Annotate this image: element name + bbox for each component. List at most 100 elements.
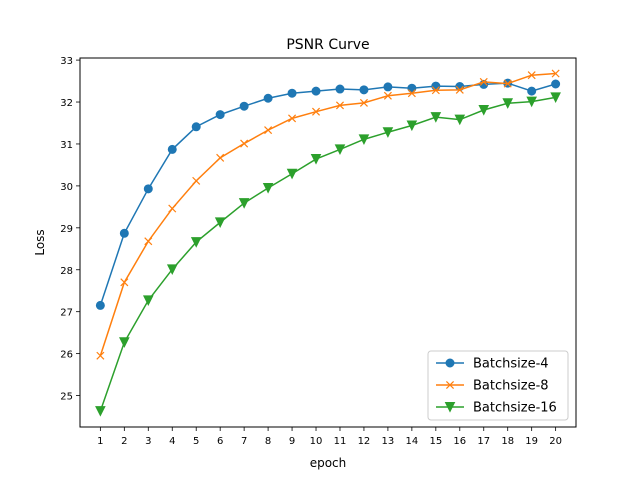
data-point xyxy=(407,83,417,93)
data-point xyxy=(119,228,129,238)
data-point xyxy=(191,122,201,132)
data-point xyxy=(215,110,225,120)
y-tick-label: 31 xyxy=(60,140,73,151)
data-point xyxy=(503,79,512,88)
data-point xyxy=(95,406,106,417)
series-2 xyxy=(96,69,560,360)
y-tick-label: 30 xyxy=(60,182,73,193)
plot-area xyxy=(95,69,561,417)
y-axis-label: Loss xyxy=(33,229,47,255)
data-point xyxy=(238,198,250,209)
data-point xyxy=(240,139,249,148)
data-point xyxy=(95,300,105,310)
x-tick-label: 15 xyxy=(429,436,442,447)
series-3 xyxy=(95,92,561,417)
y-tick-label: 25 xyxy=(60,392,73,403)
x-tick-label: 8 xyxy=(265,436,271,447)
data-point xyxy=(335,101,345,110)
x-tick-label: 19 xyxy=(525,436,538,447)
data-point xyxy=(310,154,322,165)
data-point xyxy=(454,114,466,126)
data-point xyxy=(455,85,464,94)
x-tick-label: 5 xyxy=(193,436,199,447)
x-tick-label: 16 xyxy=(453,436,466,447)
legend-entry: Batchsize-16 xyxy=(436,401,557,416)
data-point xyxy=(166,264,178,275)
data-point xyxy=(120,278,129,287)
data-point xyxy=(264,126,273,135)
data-point xyxy=(262,182,274,194)
axes-frame xyxy=(79,57,577,428)
data-point xyxy=(430,112,442,123)
legend-marker xyxy=(444,402,456,413)
data-point xyxy=(239,101,249,111)
y-tick-label: 27 xyxy=(60,308,73,319)
legend-label: Batchsize-16 xyxy=(473,401,557,416)
data-point xyxy=(551,69,560,78)
legend-box xyxy=(427,350,569,421)
data-point xyxy=(383,82,393,92)
x-tick-label: 2 xyxy=(121,436,127,447)
data-point xyxy=(216,153,225,162)
series-line-2 xyxy=(99,72,556,356)
data-point xyxy=(502,98,514,109)
data-point xyxy=(431,86,440,95)
data-point xyxy=(214,217,226,228)
x-tick-label: 1 xyxy=(97,436,103,447)
data-point xyxy=(286,168,298,180)
x-tick-label: 9 xyxy=(289,436,295,447)
x-tick-label: 20 xyxy=(549,436,562,447)
x-tick-label: 4 xyxy=(169,436,175,447)
x-tick-label: 3 xyxy=(145,436,151,447)
x-tick-label: 7 xyxy=(241,436,247,447)
x-axis-label: epoch xyxy=(310,456,347,470)
data-point xyxy=(479,77,488,86)
data-point xyxy=(382,127,394,138)
legend-entry: Batchsize-8 xyxy=(436,379,549,394)
data-point xyxy=(143,184,153,194)
data-point xyxy=(527,71,536,80)
legend: Batchsize-4 Batchsize-8 Batchsize-16 xyxy=(427,350,569,421)
data-point xyxy=(335,84,345,94)
y-tick-label: 33 xyxy=(60,56,73,67)
data-point xyxy=(551,79,561,89)
data-point xyxy=(406,120,418,132)
x-tick-label: 6 xyxy=(217,436,223,447)
data-point xyxy=(550,92,561,104)
y-tick-label: 29 xyxy=(60,224,73,235)
data-point xyxy=(96,351,105,360)
y-tick-label: 26 xyxy=(60,350,73,361)
x-tick-label: 11 xyxy=(334,436,347,447)
chart-title: PSNR Curve xyxy=(286,37,369,53)
data-point xyxy=(287,88,297,98)
y-tick-label: 28 xyxy=(60,266,73,277)
data-point xyxy=(478,104,490,116)
data-point xyxy=(383,91,392,100)
x-tick-label: 18 xyxy=(501,436,514,447)
data-point xyxy=(119,337,130,348)
data-point xyxy=(190,237,202,248)
data-point xyxy=(142,295,154,306)
x-tick-label: 10 xyxy=(310,436,323,447)
data-point xyxy=(144,237,153,246)
y-tick-label: 32 xyxy=(60,98,73,109)
legend-label: Batchsize-4 xyxy=(473,357,549,372)
legend-label: Batchsize-8 xyxy=(473,379,549,394)
data-point xyxy=(526,96,537,108)
series-1 xyxy=(95,78,561,310)
x-tick-label: 14 xyxy=(405,436,418,447)
data-point xyxy=(167,144,177,154)
data-point xyxy=(263,93,273,103)
y-axis-ticks: 25 26 27 28 29 30 31 32 33 xyxy=(60,56,80,403)
data-point xyxy=(334,144,346,156)
legend-marker xyxy=(445,380,455,390)
data-point xyxy=(359,98,368,107)
x-axis-ticks: 1 2 3 4 5 6 7 8 9 10 11 12 13 14 15 16 17 18 19 20 xyxy=(97,427,562,447)
legend-marker xyxy=(445,358,455,368)
data-point xyxy=(407,89,416,98)
data-point xyxy=(192,176,201,185)
data-point xyxy=(288,114,297,123)
x-tick-label: 13 xyxy=(382,436,395,447)
data-point xyxy=(311,107,321,116)
